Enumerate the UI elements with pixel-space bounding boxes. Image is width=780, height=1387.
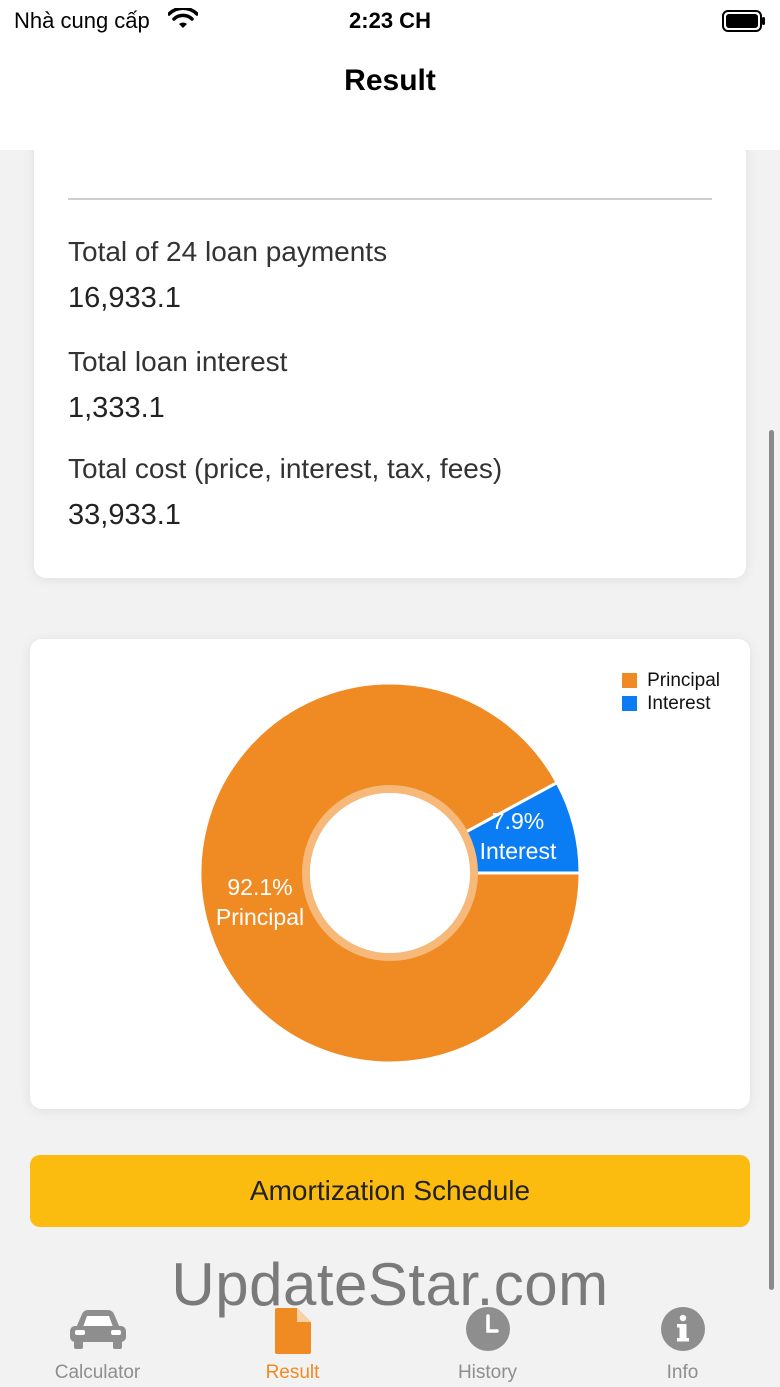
car-icon	[66, 1306, 130, 1357]
tab-label-info: Info	[666, 1362, 699, 1383]
pie-percent-label-principal: 92.1%	[227, 874, 292, 900]
page-title: Result	[344, 64, 436, 97]
tab-info[interactable]: Info	[585, 1300, 780, 1387]
document-icon	[273, 1306, 313, 1361]
result-content[interactable]: ·, Total of 24 loan payments 16,933.1 To…	[0, 150, 780, 1280]
donut-hole	[310, 793, 470, 953]
pie-category-label-interest: Interest	[480, 838, 557, 864]
status-bar: Nhà cung cấp 2:23 CH	[0, 0, 780, 44]
tab-label-result: Result	[265, 1362, 320, 1383]
total-payments-label: Total of 24 loan payments	[68, 236, 388, 267]
battery-icon	[722, 10, 766, 37]
tab-label-history: History	[457, 1362, 518, 1383]
tab-bar: Calculator Result History	[0, 1300, 780, 1387]
legend-swatch-principal	[622, 673, 638, 688]
clock-icon	[465, 1306, 511, 1357]
tab-label-calculator: Calculator	[54, 1362, 141, 1383]
donut-chart: 92.1% Principal 7.9% Interest	[198, 681, 582, 1065]
legend-item-interest: Interest	[622, 692, 720, 715]
total-interest-label: Total loan interest	[68, 346, 288, 377]
scroll-indicator[interactable]	[769, 430, 774, 1290]
total-interest-value: 1,333.1	[68, 392, 165, 424]
wifi-icon	[167, 6, 199, 37]
tab-history[interactable]: History	[390, 1300, 585, 1387]
amortization-schedule-button[interactable]: Amortization Schedule	[30, 1155, 750, 1227]
status-time: 2:23 CH	[349, 8, 431, 33]
tab-calculator[interactable]: Calculator	[0, 1300, 195, 1387]
legend-label-principal: Principal	[647, 669, 720, 691]
carrier-name: Nhà cung cấp	[14, 8, 150, 33]
info-icon	[660, 1306, 706, 1357]
navigation-bar: Result	[0, 44, 780, 150]
watermark: UpdateStar.com	[171, 1251, 609, 1318]
total-cost-value: 33,933.1	[68, 499, 181, 531]
donut-inner-ring	[302, 785, 478, 961]
tab-result[interactable]: Result	[195, 1300, 390, 1387]
legend-swatch-interest	[622, 696, 638, 711]
divider	[68, 198, 712, 200]
total-payments-value: 16,933.1	[68, 282, 181, 314]
legend-item-principal: Principal	[622, 669, 720, 692]
total-cost-label: Total cost (price, interest, tax, fees)	[68, 453, 503, 484]
legend-label-interest: Interest	[647, 692, 711, 714]
pie-percent-label-interest: 7.9%	[492, 808, 544, 834]
pie-category-label-principal: Principal	[216, 904, 304, 930]
summary-card: ·, Total of 24 loan payments 16,933.1 To…	[34, 150, 746, 578]
chart-legend: Principal Interest	[622, 669, 720, 715]
chart-card: 92.1% Principal 7.9% Interest Principal Int…	[30, 639, 750, 1109]
